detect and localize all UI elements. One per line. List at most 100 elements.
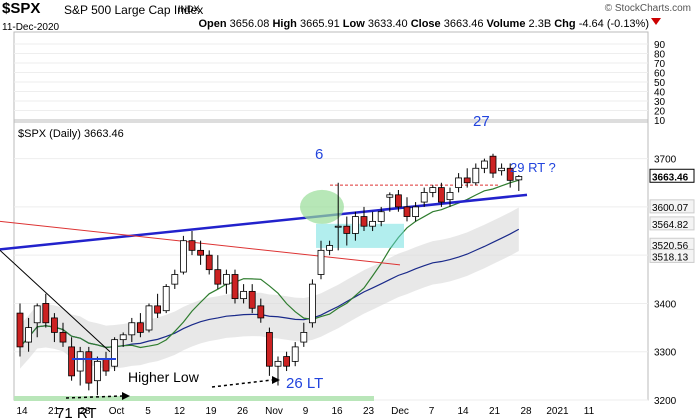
candle-body	[300, 332, 308, 343]
x-tick-label: 9	[303, 406, 309, 417]
annotation-71-rt: 71 RT	[56, 405, 97, 420]
indicator-tick-label: 40	[654, 88, 666, 99]
candle-body	[119, 334, 127, 341]
candle-body	[489, 155, 497, 174]
candle-body	[231, 274, 239, 300]
indicator-tick-label: 90	[654, 40, 666, 51]
x-tick-label: 5	[145, 406, 151, 417]
ticker-symbol: $SPX	[2, 0, 41, 17]
candle-body	[128, 322, 136, 336]
price-tick-label: 3400	[654, 299, 677, 310]
candle-body	[274, 360, 282, 367]
candle-body	[154, 305, 162, 314]
candle-body	[334, 225, 342, 228]
exchange-code: INDX	[178, 4, 200, 14]
chart-date: 11-Dec-2020	[2, 22, 60, 33]
copyright-text: © StockCharts.com	[604, 3, 691, 14]
black-downtrend-line	[0, 249, 111, 353]
candle-body	[377, 211, 385, 222]
arrow-head	[272, 376, 280, 384]
candle-body	[42, 303, 50, 324]
candle-body	[326, 245, 334, 251]
x-tick-label: 26	[237, 406, 249, 417]
red-trendline	[0, 220, 401, 266]
candle-body	[394, 194, 402, 208]
candle-series	[16, 153, 523, 396]
x-tick-label: 7	[429, 406, 435, 417]
annotations: 6 27 29 RT ? 26 LT Higher Low 71 RT	[56, 113, 556, 420]
indicator-tick-label: 30	[654, 97, 666, 108]
candle-body	[463, 177, 471, 184]
x-tick-label: 14	[457, 406, 469, 417]
candle-body	[214, 269, 222, 285]
price-label: 3564.82	[652, 220, 689, 231]
indicator-tick-label: 50	[654, 78, 666, 89]
high-value: 3665.91	[299, 18, 340, 30]
highlight-ellipse	[300, 189, 344, 224]
x-tick-label: Oct	[109, 406, 125, 417]
ohlc-readout: Open 3656.08 High 3665.91 Low 3633.40 Cl…	[198, 18, 649, 30]
candle-body	[360, 216, 368, 227]
y-axis-labels: 9080706050403020103700360035003400330032…	[649, 40, 695, 407]
indicator-tick-label: 20	[654, 107, 666, 118]
price-label: 3600.07	[652, 203, 689, 214]
series-legend: $SPX (Daily) 3663.46	[18, 128, 124, 140]
candle-body	[205, 254, 213, 271]
instrument-name: S&P 500 Large Cap Index	[64, 3, 204, 17]
low-value: 3633.40	[367, 18, 408, 30]
candle-body	[102, 358, 110, 372]
open-value: 3656.08	[229, 18, 270, 30]
candle-body	[16, 312, 24, 348]
volume-label: Volume	[486, 18, 526, 30]
indicator-tick-label: 10	[654, 116, 666, 127]
indicator-tick-label: 60	[654, 69, 666, 80]
x-tick-label: 28	[79, 406, 91, 417]
x-tick-label: 21	[489, 406, 501, 417]
candle-body	[25, 327, 33, 343]
close-label: Close	[410, 18, 441, 30]
x-tick-label: 12	[174, 406, 186, 417]
annotation-higher-low: Higher Low	[128, 369, 200, 385]
candle-body	[472, 167, 480, 184]
arrow-head	[122, 392, 130, 400]
candle-body	[403, 206, 411, 217]
candle-body	[68, 346, 75, 377]
low-label: Low	[342, 18, 365, 30]
candle-body	[171, 274, 179, 285]
close-value: 3663.46	[443, 18, 484, 30]
short-moving-average	[19, 179, 519, 349]
grid-lines	[13, 31, 649, 401]
consolidation-box	[316, 223, 404, 248]
candle-body	[412, 206, 420, 217]
candle-body	[446, 192, 454, 201]
candle-body	[179, 240, 187, 273]
bollinger-band	[20, 207, 519, 370]
candle-body	[429, 187, 437, 193]
annotation-6: 6	[315, 146, 323, 163]
price-label: 3663.46	[652, 172, 689, 183]
candle-body	[480, 160, 488, 169]
candle-body	[188, 240, 196, 251]
blue-trendline	[0, 193, 528, 251]
candle-body	[291, 346, 299, 362]
candle-body	[197, 249, 205, 256]
candle-body	[308, 283, 316, 324]
price-label: 3518.13	[652, 252, 689, 263]
candle-body	[420, 192, 428, 203]
candle-body	[283, 356, 291, 367]
x-axis-labels: 14 21 28 Oct 5 12 19 26 Nov 9 16 23 Dec 7 14 21 28 2021 11	[16, 406, 594, 417]
price-label-box	[649, 248, 695, 263]
annotation-27: 27	[473, 113, 490, 130]
candle-body	[136, 322, 144, 333]
chart-menu-icon[interactable]	[651, 18, 661, 25]
indicator-tick-label: 80	[654, 50, 666, 61]
x-tick-label: 2021	[546, 406, 569, 417]
x-tick-label: 11	[584, 406, 595, 417]
x-tick-label: 16	[331, 406, 343, 417]
candle-body	[351, 216, 359, 234]
candle-body	[33, 305, 41, 324]
x-tick-label: Dec	[391, 406, 409, 417]
candle-body	[76, 351, 84, 372]
x-tick-label: Nov	[265, 406, 283, 417]
